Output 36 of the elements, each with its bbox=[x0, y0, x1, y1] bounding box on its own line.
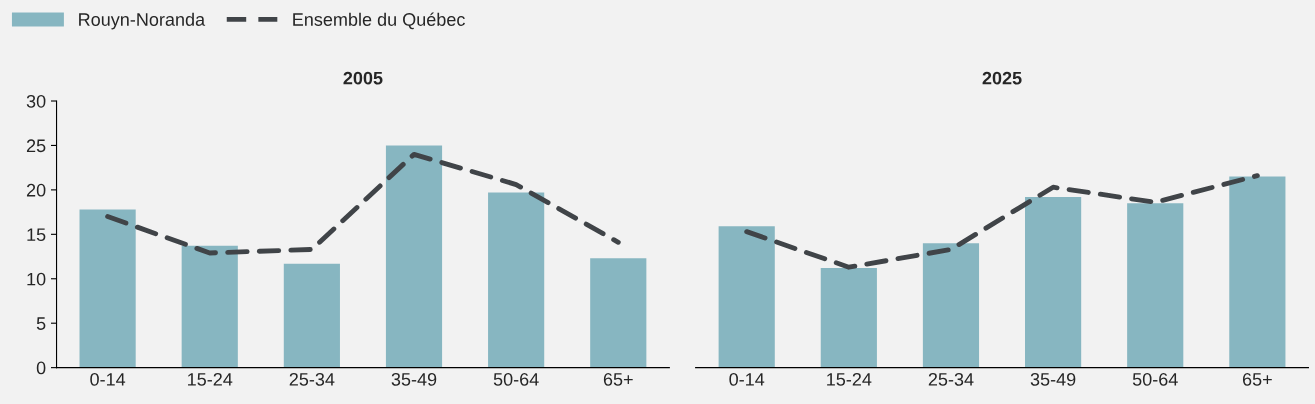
y-tick-label: 20 bbox=[26, 183, 46, 197]
x-tick-label: 0-14 bbox=[729, 372, 765, 386]
x-tick-label: 15-24 bbox=[188, 372, 233, 386]
x-tick-label: 35-49 bbox=[391, 372, 437, 386]
y-tick-label: 0 bbox=[36, 361, 46, 375]
y-tick-label: 25 bbox=[26, 139, 46, 153]
y-tick-label: 15 bbox=[27, 228, 46, 242]
bar bbox=[79, 209, 136, 368]
chart-title: 2025 bbox=[982, 71, 1022, 85]
y-tick-label: 10 bbox=[27, 272, 46, 286]
bar bbox=[488, 192, 545, 368]
y-tick-label: 30 bbox=[26, 94, 46, 108]
x-tick-label: 15-24 bbox=[827, 372, 872, 386]
bar bbox=[590, 258, 647, 368]
x-tick-label: 65+ bbox=[1242, 372, 1272, 386]
x-tick-label: 35-49 bbox=[1030, 372, 1076, 386]
bar bbox=[718, 226, 775, 368]
y-tick-label: 5 bbox=[36, 317, 46, 330]
x-tick-label: 65+ bbox=[603, 372, 633, 386]
x-tick-label: 25-34 bbox=[928, 372, 974, 386]
x-tick-label: 0-14 bbox=[90, 372, 126, 386]
x-tick-label: 50-64 bbox=[1132, 372, 1178, 386]
bar bbox=[1229, 176, 1286, 368]
bar bbox=[181, 245, 238, 368]
bar bbox=[820, 268, 877, 368]
legend-label: Rouyn-Noranda bbox=[79, 12, 206, 30]
x-tick-label: 50-64 bbox=[493, 372, 539, 386]
bar bbox=[1127, 203, 1184, 368]
legend-label: Ensemble du Québec bbox=[293, 12, 465, 30]
x-tick-label: 25-34 bbox=[289, 372, 335, 386]
bar bbox=[922, 243, 980, 368]
bar bbox=[385, 145, 443, 368]
bar bbox=[1025, 196, 1082, 368]
chart-title: 2005 bbox=[343, 71, 383, 85]
line-series bbox=[105, 151, 621, 256]
bar bbox=[283, 263, 340, 368]
